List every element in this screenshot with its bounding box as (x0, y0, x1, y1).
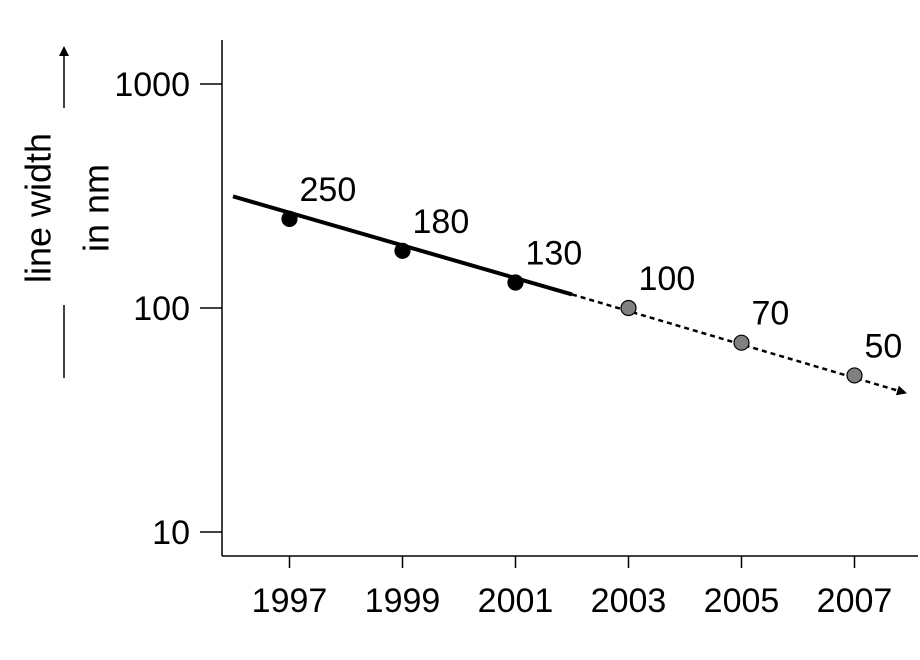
x-tick-label: 2001 (478, 582, 554, 620)
data-label: 250 (300, 171, 357, 209)
y-axis-title-line2: in nm (76, 164, 117, 252)
data-labels: 250 180 130 100 70 50 (300, 171, 903, 366)
data-point (620, 299, 637, 317)
data-point (281, 210, 298, 227)
x-tick-label: 2003 (591, 582, 667, 620)
y-axis-title-line1: line width (18, 133, 59, 283)
x-tick-label: 2007 (817, 582, 893, 620)
y-tick-label: 100 (133, 290, 190, 328)
data-label: 100 (639, 260, 696, 298)
x-tick-label: 1999 (365, 582, 441, 620)
x-tick-label: 2005 (704, 582, 780, 620)
data-point (507, 274, 524, 291)
y-tick-label: 1000 (114, 66, 190, 104)
data-label: 50 (865, 327, 903, 365)
x-tick-label: 1997 (252, 582, 328, 620)
data-points (281, 210, 863, 384)
data-label: 180 (413, 203, 470, 241)
axes: 10 100 1000 1997 1999 2001 2003 2005 2007 (114, 40, 918, 620)
data-point (733, 334, 750, 351)
data-point (846, 367, 863, 384)
data-point (394, 242, 411, 259)
y-tick-label: 10 (152, 514, 190, 552)
trend-lines (232, 194, 907, 396)
y-axis-title: line width in nm (18, 46, 117, 378)
data-label: 70 (752, 295, 790, 333)
data-label: 130 (526, 234, 583, 272)
